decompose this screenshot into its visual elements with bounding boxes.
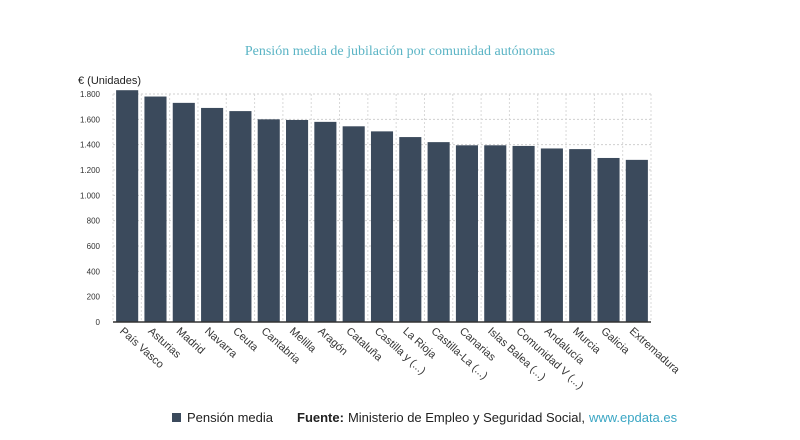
bar-layer	[116, 90, 648, 323]
chart-title: Pensión media de jubilación por comunida…	[244, 44, 556, 59]
source-prefix: Fuente:	[297, 410, 344, 425]
bar[interactable]	[625, 159, 648, 322]
chart-footer: Pensión media Fuente: Ministerio de Empl…	[172, 410, 677, 425]
legend-label: Pensión media	[187, 410, 273, 425]
y-tick-label: 1.400	[80, 141, 101, 150]
bar[interactable]	[484, 145, 507, 322]
y-tick-labels: 0 200 400 600 800 1.000 1.200 1.400 1.600 1.800	[80, 90, 101, 327]
y-tick-label: 800	[87, 217, 101, 226]
y-axis-label: € (Unidades)	[78, 75, 141, 87]
y-tick-label: 0	[96, 318, 101, 327]
bar[interactable]	[399, 137, 422, 322]
bar[interactable]	[540, 148, 563, 322]
y-tick-label: 1.600	[80, 115, 101, 124]
bar[interactable]	[512, 145, 535, 322]
x-tick-label: Aragón	[315, 325, 349, 358]
x-tick-label: Galicia	[599, 325, 633, 357]
bar[interactable]	[569, 149, 592, 322]
source-link[interactable]: www.epdata.es	[588, 410, 678, 425]
x-tick-label: Extremadura	[627, 325, 682, 377]
bar[interactable]	[286, 119, 309, 322]
bar[interactable]	[342, 126, 365, 322]
bar[interactable]	[201, 107, 224, 322]
y-tick-label: 600	[87, 242, 101, 251]
source-text: Ministerio de Empleo y Seguridad Social,	[347, 410, 585, 425]
bar[interactable]	[314, 121, 337, 322]
bar[interactable]	[455, 145, 478, 322]
bar[interactable]	[116, 90, 139, 322]
bar[interactable]	[257, 119, 280, 322]
y-tick-label: 200	[87, 293, 101, 302]
bar[interactable]	[172, 102, 195, 322]
bar[interactable]	[597, 157, 620, 322]
bar[interactable]	[427, 142, 450, 322]
y-tick-label: 400	[87, 267, 101, 276]
y-tick-label: 1.200	[80, 166, 101, 175]
y-tick-label: 1.000	[80, 191, 101, 200]
legend-swatch	[172, 413, 181, 422]
bar[interactable]	[144, 96, 167, 323]
bar[interactable]	[370, 131, 394, 322]
x-tick-labels: País VascoAsturiasMadridNavarraCeutaCant…	[117, 325, 682, 392]
bar[interactable]	[229, 111, 252, 322]
y-tick-label: 1.800	[80, 90, 101, 99]
